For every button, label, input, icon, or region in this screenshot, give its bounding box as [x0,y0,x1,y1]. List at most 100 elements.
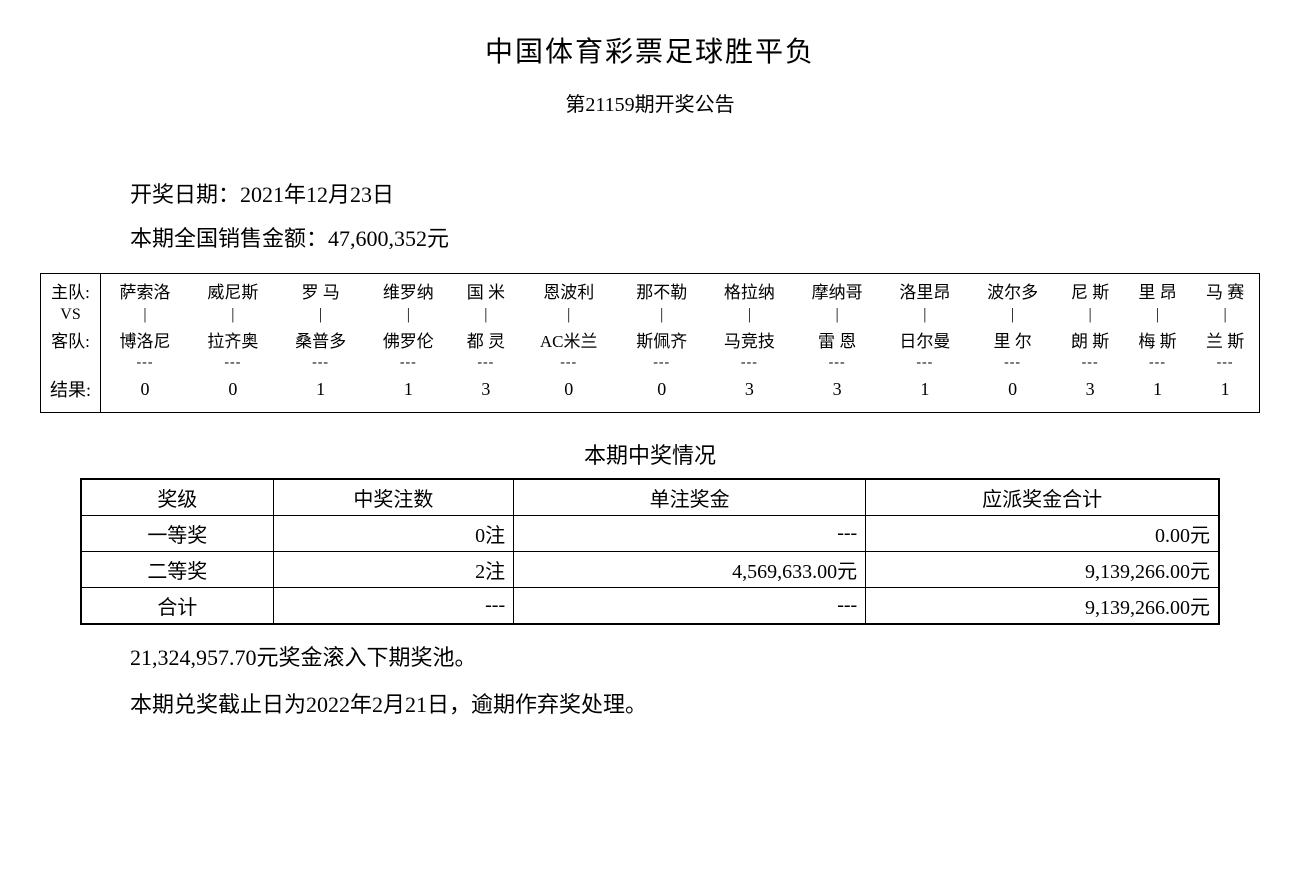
result-val: 0 [618,370,706,413]
result-label: 结果: [41,370,101,413]
sales-label: 本期全国销售金额： [130,226,328,251]
draw-date-label: 开奖日期： [130,182,240,207]
dash-mark: --- [101,356,190,370]
result-val: 0 [101,370,190,413]
vs-mark: | [1191,307,1259,323]
prize-total: 9,139,266.00元 [866,588,1219,625]
prize-count: --- [273,588,513,625]
prize-total: 0.00元 [866,516,1219,552]
dash-mark: --- [881,356,969,370]
dash-mark: --- [189,356,277,370]
home-team: 萨索洛 [101,274,190,308]
vs-mark: | [520,307,618,323]
draw-date-line: 开奖日期：2021年12月23日 [130,177,1260,209]
away-team: 雷 恩 [793,323,881,356]
vs-mark: | [1124,307,1191,323]
home-team: 国 米 [452,274,519,308]
dash-mark: --- [1056,356,1123,370]
dash-mark: --- [1124,356,1191,370]
prize-per: --- [514,588,866,625]
away-team: 梅 斯 [1124,323,1191,356]
home-team: 尼 斯 [1056,274,1123,308]
sales-value: 47,600,352元 [328,226,449,251]
result-val: 0 [520,370,618,413]
result-val: 3 [793,370,881,413]
prize-level: 二等奖 [81,552,273,588]
dash-blank [41,356,101,370]
away-team: 马竞技 [706,323,794,356]
prize-header-row: 奖级 中奖注数 单注奖金 应派奖金合计 [81,479,1219,516]
vs-mark: | [706,307,794,323]
away-team: 拉齐奥 [189,323,277,356]
vs-mark: | [189,307,277,323]
home-team: 马 赛 [1191,274,1259,308]
away-row: 客队: 博洛尼 拉齐奥 桑普多 佛罗伦 都 灵 AC米兰 斯佩齐 马竞技 雷 恩… [41,323,1260,356]
dash-mark: --- [364,356,452,370]
prize-count: 2注 [273,552,513,588]
vs-mark: | [618,307,706,323]
rollover-note: 21,324,957.70元奖金滚入下期奖池。 [130,640,1260,672]
home-label: 主队: [41,274,101,308]
result-val: 1 [277,370,365,413]
page-title: 中国体育彩票足球胜平负 [40,30,1260,70]
home-team: 恩波利 [520,274,618,308]
prize-header: 中奖注数 [273,479,513,516]
away-team: 兰 斯 [1191,323,1259,356]
vs-mark: | [969,307,1057,323]
result-val: 3 [452,370,519,413]
home-team: 格拉纳 [706,274,794,308]
away-team: 佛罗伦 [364,323,452,356]
prize-per: --- [514,516,866,552]
sales-line: 本期全国销售金额：47,600,352元 [130,221,1260,253]
away-team: 博洛尼 [101,323,190,356]
away-team: 朗 斯 [1056,323,1123,356]
vs-mark: | [277,307,365,323]
prize-count: 0注 [273,516,513,552]
home-team: 摩纳哥 [793,274,881,308]
result-val: 3 [706,370,794,413]
match-table: 主队: 萨索洛 威尼斯 罗 马 维罗纳 国 米 恩波利 那不勒 格拉纳 摩纳哥 … [40,273,1260,413]
result-val: 1 [1124,370,1191,413]
prize-row: 合计 --- --- 9,139,266.00元 [81,588,1219,625]
away-team: 都 灵 [452,323,519,356]
result-val: 1 [364,370,452,413]
result-val: 1 [881,370,969,413]
prize-per: 4,569,633.00元 [514,552,866,588]
vs-mark: | [793,307,881,323]
vs-label: VS [41,307,101,323]
subtitle: 第21159期开奖公告 [40,88,1260,117]
prize-table: 奖级 中奖注数 单注奖金 应派奖金合计 一等奖 0注 --- 0.00元 二等奖… [80,478,1220,625]
away-team: 桑普多 [277,323,365,356]
vs-mark: | [452,307,519,323]
prize-section-title: 本期中奖情况 [40,438,1260,470]
prize-row: 一等奖 0注 --- 0.00元 [81,516,1219,552]
result-val: 0 [189,370,277,413]
dash-mark: --- [793,356,881,370]
dash-mark: --- [520,356,618,370]
vs-mark: | [1056,307,1123,323]
vs-mark: | [101,307,190,323]
prize-level: 合计 [81,588,273,625]
dash-mark: --- [1191,356,1259,370]
away-team: 日尔曼 [881,323,969,356]
prize-level: 一等奖 [81,516,273,552]
prize-row: 二等奖 2注 4,569,633.00元 9,139,266.00元 [81,552,1219,588]
vs-row: VS |||||||||||||| [41,307,1260,323]
result-val: 0 [969,370,1057,413]
result-val: 3 [1056,370,1123,413]
prize-header: 应派奖金合计 [866,479,1219,516]
deadline-note: 本期兑奖截止日为2022年2月21日，逾期作弃奖处理。 [130,687,1260,719]
home-team: 威尼斯 [189,274,277,308]
result-val: 1 [1191,370,1259,413]
vs-mark: | [881,307,969,323]
away-team: AC米兰 [520,323,618,356]
home-team: 维罗纳 [364,274,452,308]
away-team: 里 尔 [969,323,1057,356]
home-team: 罗 马 [277,274,365,308]
home-team: 波尔多 [969,274,1057,308]
home-team: 里 昂 [1124,274,1191,308]
dash-mark: --- [618,356,706,370]
prize-header: 单注奖金 [514,479,866,516]
dash-mark: --- [277,356,365,370]
dash-mark: --- [452,356,519,370]
